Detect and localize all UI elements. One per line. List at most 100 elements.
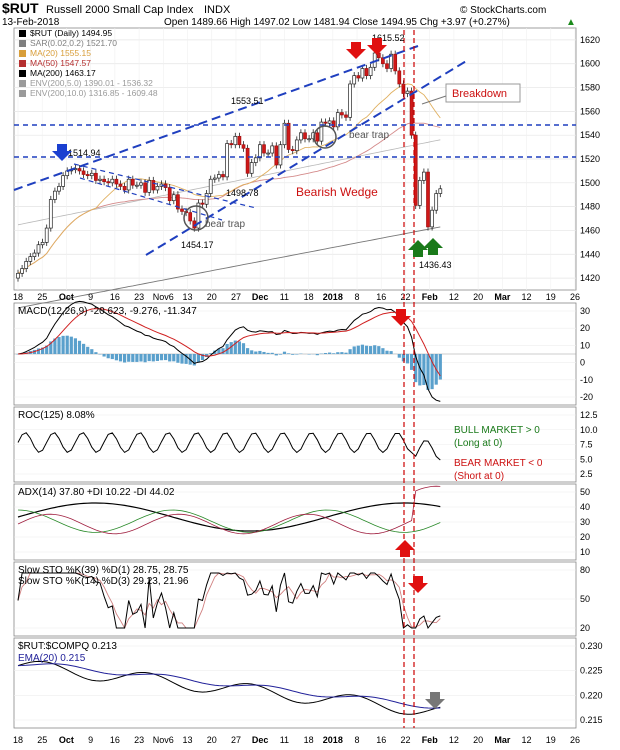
adx-line <box>17 502 441 532</box>
price-candle <box>212 177 217 180</box>
price-candle <box>32 252 37 258</box>
macd-histogram-bar <box>340 352 344 354</box>
macd-tick-label: -10 <box>580 375 593 385</box>
price-candle <box>319 121 324 142</box>
sto-tick-label: 50 <box>580 594 590 604</box>
price-candle <box>258 144 262 159</box>
price-candle <box>98 178 102 181</box>
price-candle <box>89 172 94 177</box>
roc-tick-label: 10.0 <box>580 425 598 435</box>
plus-di-line <box>17 509 441 533</box>
price-candle <box>274 145 279 166</box>
macd-histogram-bar <box>414 354 418 383</box>
down-arrow-icon <box>367 38 387 55</box>
price-candle <box>139 182 143 186</box>
x-tick-label: 26 <box>570 292 580 302</box>
legend-entry: SAR(0.02,0.2) 1521.70 <box>30 38 117 48</box>
macd-histogram-bar <box>110 354 114 360</box>
price-candle <box>217 174 221 179</box>
legend-entry: $RUT (Daily) 1494.95 <box>30 28 112 38</box>
macd-histogram-bar <box>229 342 233 354</box>
roc-label: ROC(125) 8.08% <box>18 410 95 421</box>
macd-histogram-bar <box>430 354 434 390</box>
legend-entry: MA(50) 1547.57 <box>30 58 91 68</box>
bull-market-sub: (Long at 0) <box>454 438 502 449</box>
macd-histogram-bar <box>135 354 139 362</box>
price-tick-label: 1420 <box>580 273 600 283</box>
flag-upper-line <box>73 163 257 209</box>
sto-label-1: Slow STO %K(39) %D(1) 28.75, 28.75 <box>18 565 189 576</box>
x-tick-label: 12 <box>449 735 459 745</box>
price-tick-label: 1540 <box>580 130 600 140</box>
legend-swatch <box>19 80 26 87</box>
x-tick-label: 20 <box>473 735 483 745</box>
macd-histogram-bar <box>422 354 426 386</box>
down-arrow-icon <box>346 42 366 59</box>
adx-tick-label: 20 <box>580 532 590 542</box>
minus-di-line <box>17 485 441 535</box>
macd-tick-label: 10 <box>580 340 590 350</box>
x-tick-label: 8 <box>355 735 360 745</box>
panel-frames <box>13 27 577 729</box>
x-tick-label: 11 <box>280 735 289 745</box>
x-tick-label: 27 <box>231 292 241 302</box>
ratio-ema-label: EMA(20) 0.215 <box>18 653 86 664</box>
price-candle <box>266 152 270 155</box>
price-candle <box>126 178 131 191</box>
down-arrow-icon <box>425 692 445 709</box>
price-candle <box>294 139 299 152</box>
up-arrow-icon <box>408 240 428 257</box>
price-candle <box>114 178 119 185</box>
up-arrow-icon <box>395 540 415 557</box>
x-tick-label: 18 <box>13 292 23 302</box>
x-tick-label: 18 <box>304 292 314 302</box>
macd-histogram-bar <box>77 340 82 354</box>
macd-tick-label: -20 <box>580 392 593 402</box>
price-tick-label: 1440 <box>580 249 600 259</box>
breakdown-box <box>445 83 521 103</box>
price-candle <box>53 190 57 200</box>
macd-histogram-bar <box>209 353 213 354</box>
macd-histogram-bar <box>373 345 377 354</box>
macd-histogram-bar <box>405 354 410 364</box>
bull-market-label: BULL MARKET > 0 <box>454 425 540 436</box>
macd-histogram-bar <box>45 345 49 354</box>
macd-histogram-bar <box>196 354 200 363</box>
roc-tick-label: 5.0 <box>580 454 593 464</box>
macd-label: MACD(12,26,9) -20.623, -9.276, -11.347 <box>18 306 197 317</box>
price-candle <box>48 199 53 229</box>
macd-histogram-bar <box>184 354 188 364</box>
adx-tick-label: 40 <box>580 502 590 512</box>
price-candle <box>438 188 443 194</box>
sto-tick-label: 80 <box>580 565 590 575</box>
price-candle <box>360 68 365 79</box>
x-tick-label: 11 <box>280 292 289 302</box>
x-tick-label: 2018 <box>323 735 343 745</box>
macd-histogram-bar <box>217 348 221 354</box>
macd-histogram-bar <box>369 346 373 354</box>
macd-histogram-bar <box>241 343 246 354</box>
trendlines <box>13 45 576 256</box>
price-candle <box>413 134 418 206</box>
signal-arrows <box>52 38 445 709</box>
macd-histogram-bar <box>344 352 348 354</box>
price-candle <box>196 202 201 229</box>
macd-histogram-bar <box>41 347 45 354</box>
ratio-tick-label: 0.230 <box>580 641 603 651</box>
price-candle <box>315 132 320 142</box>
price-candle <box>278 144 283 166</box>
price-candle <box>290 149 295 152</box>
price-candle <box>344 114 348 118</box>
macd-histogram-bar <box>426 354 430 390</box>
close-up-marker: ▲ <box>566 17 576 28</box>
price-candle <box>241 144 246 149</box>
macd-histogram-bar <box>106 354 110 359</box>
x-tick-label: 9 <box>88 292 93 302</box>
price-candle <box>237 136 242 146</box>
price-candle <box>143 182 147 193</box>
macd-histogram-bar <box>389 351 393 354</box>
price-candle <box>200 202 205 205</box>
price-candle <box>85 174 90 177</box>
legend-entry: ENV(200,10.0) 1316.85 - 1609.48 <box>30 88 158 98</box>
